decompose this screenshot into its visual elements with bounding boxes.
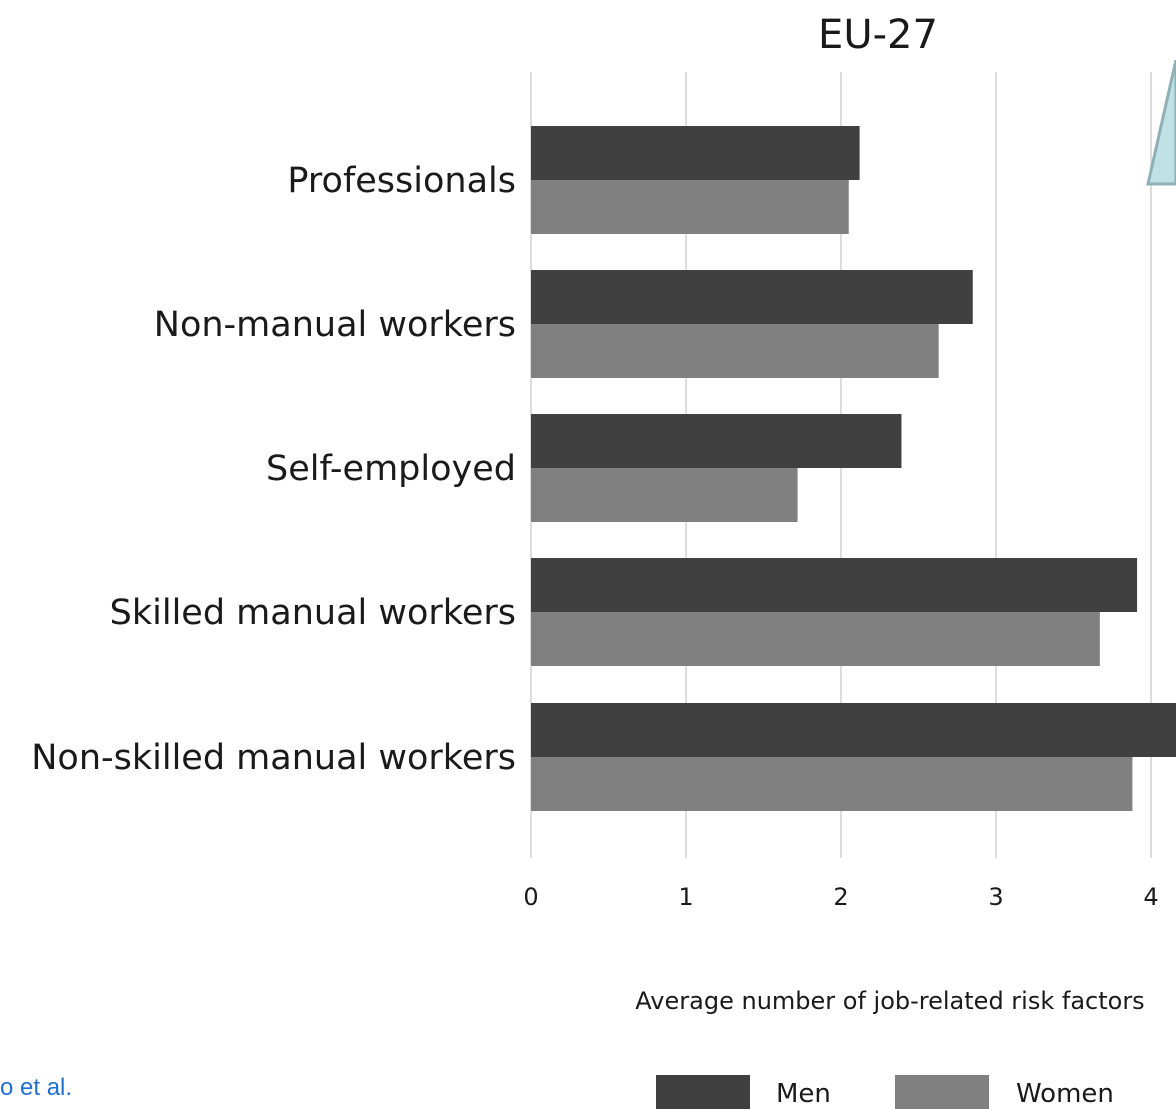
category-label: Self-employed <box>266 449 516 489</box>
bar-men-0 <box>531 126 860 180</box>
category-label: Skilled manual workers <box>110 593 516 633</box>
x-tick-label: 0 <box>523 883 538 911</box>
bar-women-4 <box>531 757 1133 811</box>
legend-swatch-women <box>895 1075 989 1109</box>
bar-women-2 <box>531 468 798 522</box>
callout-shape <box>1146 60 1176 186</box>
x-tick-label: 1 <box>678 883 693 911</box>
bar-men-4 <box>531 703 1176 757</box>
x-axis-label: Average number of job-related risk facto… <box>635 987 1144 1015</box>
legend: Men Women <box>656 1075 1114 1109</box>
legend-swatch-men <box>656 1075 750 1109</box>
x-tick-label: 3 <box>988 883 1003 911</box>
bar-men-2 <box>531 414 902 468</box>
bar-women-1 <box>531 324 939 378</box>
x-tick-label: 2 <box>833 883 848 911</box>
category-labels: Professionals Non-manual workers Self-empl… <box>31 161 516 778</box>
category-label: Professionals <box>287 161 516 201</box>
bar-women-0 <box>531 180 849 234</box>
chart-title: EU-27 <box>818 12 938 58</box>
x-tick-labels: 0 1 2 3 4 <box>523 883 1158 911</box>
category-label: Non-skilled manual workers <box>31 738 516 778</box>
category-label: Non-manual workers <box>154 305 516 345</box>
citation-link[interactable]: o et al. <box>0 1074 73 1101</box>
bar-men-1 <box>531 270 973 324</box>
bar-women-3 <box>531 612 1100 666</box>
bars <box>531 126 1176 811</box>
legend-label-men: Men <box>776 1079 831 1109</box>
bar-men-3 <box>531 558 1138 612</box>
x-tick-label: 4 <box>1143 883 1158 911</box>
legend-label-women: Women <box>1016 1079 1114 1109</box>
